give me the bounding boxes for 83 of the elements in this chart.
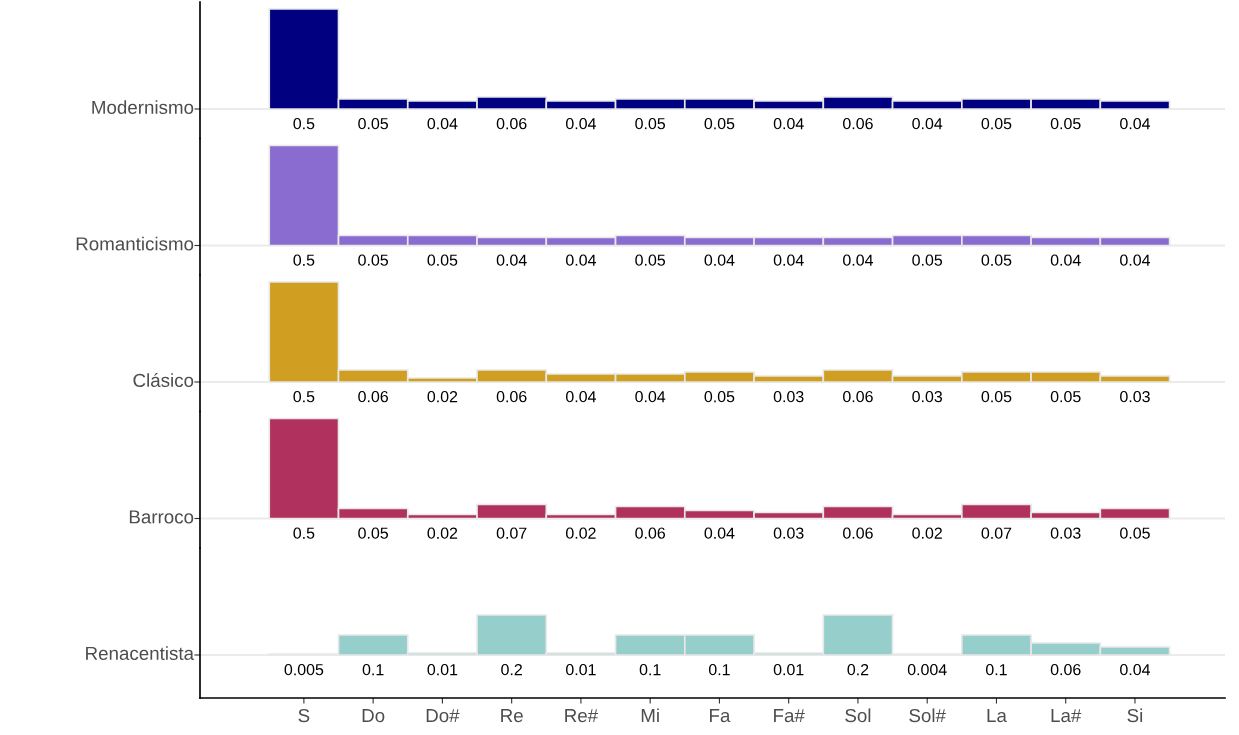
x-tick-label: Do#: [426, 709, 460, 723]
data-label: 0.06: [843, 117, 873, 130]
x-tick-label: Fa: [710, 709, 731, 723]
data-label: 0.06: [635, 527, 666, 539]
data-label: 0.01: [565, 663, 596, 676]
data-label: 0.05: [1120, 527, 1150, 539]
data-label: 0.005: [284, 663, 324, 676]
data-label: 0.02: [912, 527, 942, 539]
y-axis-title: Barroco: [129, 510, 194, 524]
data-label: 0.03: [1050, 527, 1081, 539]
data-label: 0.05: [704, 390, 735, 403]
data-label: 0.04: [773, 117, 804, 130]
data-label: 0.05: [981, 117, 1012, 130]
data-label: 0.06: [843, 390, 873, 403]
data-label: 0.04: [912, 117, 943, 130]
data-label: 0.1: [985, 663, 1007, 676]
data-label: 0.2: [501, 663, 522, 676]
data-label: 0.5: [293, 117, 315, 130]
data-label: 0.05: [427, 254, 458, 266]
x-tick-label: Re#: [565, 709, 599, 723]
data-label: 0.01: [773, 663, 804, 676]
y-axis-title: Romanticismo: [76, 236, 194, 251]
data-label: 0.05: [1050, 117, 1081, 130]
data-label: 0.06: [1050, 663, 1081, 676]
data-label: 0.05: [1050, 390, 1081, 403]
data-label: 0.06: [496, 117, 527, 130]
data-label: 0.03: [773, 390, 804, 403]
x-tick-label: Fa#: [774, 709, 805, 723]
x-tick-label: Do: [362, 709, 385, 723]
x-tick-label: Re: [501, 709, 523, 723]
data-label: 0.04: [1120, 117, 1151, 130]
data-label: 0.1: [708, 663, 730, 676]
data-label: 0.04: [773, 254, 804, 266]
data-label: 0.02: [565, 527, 596, 539]
data-label: 0.05: [704, 117, 735, 130]
data-label: 0.04: [565, 117, 596, 130]
data-label: 0.03: [773, 527, 804, 539]
data-label: 0.5: [293, 390, 315, 403]
data-label: 0.03: [912, 390, 943, 403]
data-label: 0.004: [907, 663, 947, 676]
data-label: 0.05: [981, 390, 1012, 403]
data-label: 0.05: [635, 254, 666, 266]
data-label: 0.06: [496, 390, 527, 403]
data-label: 0.05: [635, 117, 666, 130]
data-label: 0.02: [427, 527, 458, 539]
data-label: 0.04: [635, 390, 666, 403]
data-label: 0.04: [1050, 254, 1081, 266]
data-label: 0.04: [843, 254, 874, 266]
x-tick-label: Si: [1127, 708, 1143, 723]
data-label: 0.01: [427, 663, 458, 676]
data-label: 0.5: [293, 254, 315, 266]
data-label: 0.05: [912, 254, 943, 266]
data-label: 0.04: [565, 390, 596, 403]
data-label: 0.03: [1120, 390, 1150, 403]
data-label: 0.06: [843, 527, 873, 539]
y-axis-title: Modernismo: [92, 100, 194, 115]
x-tick-label: La: [987, 709, 1007, 723]
data-label: 0.07: [496, 527, 527, 539]
x-tick-label: La#: [1051, 709, 1082, 723]
data-label: 0.07: [981, 527, 1012, 539]
data-label: 0.1: [362, 663, 384, 676]
data-label: 0.05: [358, 254, 389, 266]
x-tick-label: Mi: [641, 708, 659, 722]
data-label: 0.04: [1120, 254, 1151, 266]
data-label: 0.02: [427, 390, 458, 403]
data-label: 0.1: [639, 663, 661, 676]
data-label: 0.04: [1120, 663, 1151, 676]
y-axis-title: Clásico: [133, 373, 194, 388]
x-tick-label: Sol#: [909, 708, 946, 723]
data-label: 0.06: [358, 390, 388, 403]
y-axis-title: Renacentista: [86, 646, 195, 661]
data-label: 0.05: [981, 254, 1012, 266]
x-tick-label: S: [298, 708, 310, 723]
data-label: 0.04: [427, 117, 458, 130]
data-label: 0.04: [704, 254, 735, 266]
data-label: 0.04: [565, 254, 596, 266]
data-label: 0.2: [847, 663, 869, 676]
data-label: 0.04: [496, 254, 527, 266]
data-label: 0.05: [358, 117, 389, 130]
data-label: 0.5: [293, 527, 315, 539]
data-label: 0.05: [358, 527, 389, 539]
data-label: 0.04: [704, 527, 735, 539]
x-tick-label: Sol: [845, 708, 871, 723]
